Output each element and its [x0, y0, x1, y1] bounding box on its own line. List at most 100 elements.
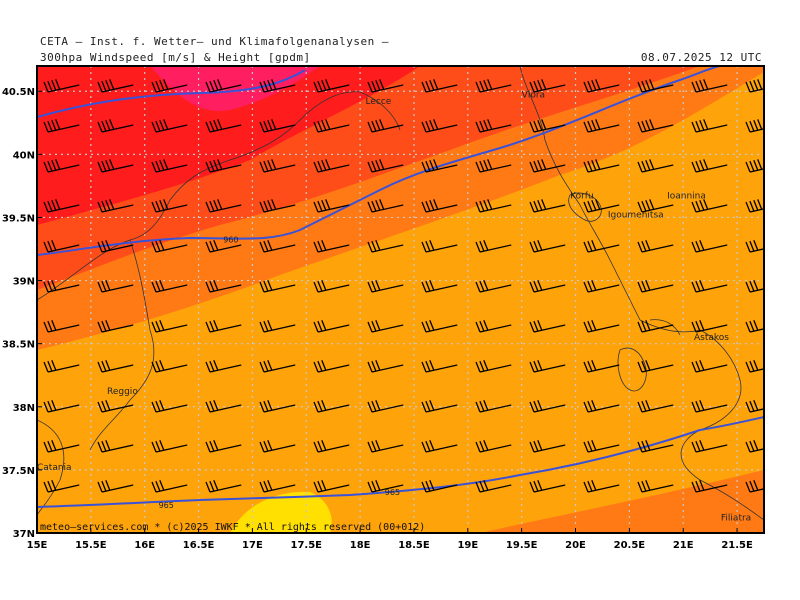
wind-barb [745, 199, 764, 213]
wind-barb [43, 440, 80, 453]
wind-barb [691, 440, 728, 453]
wind-barb [745, 119, 764, 133]
wind-barb [97, 79, 134, 93]
wind-barb [583, 400, 620, 413]
wind-barb [421, 79, 458, 93]
wind-barb [367, 480, 404, 493]
wind-barb [97, 400, 134, 413]
wind-barb [421, 360, 458, 373]
wind-barb [529, 240, 566, 253]
place-label: Ioannina [667, 192, 706, 202]
wind-barb [97, 240, 134, 253]
wind-barb [421, 480, 458, 493]
wind-barb [529, 199, 566, 213]
wind-barb [259, 400, 296, 413]
wind-barb [421, 240, 458, 253]
wind-barb [313, 280, 350, 293]
wind-barb [529, 440, 566, 453]
wind-barb [151, 159, 188, 173]
wind-barb [637, 280, 674, 293]
wind-barb [205, 119, 242, 133]
wind-barb [205, 280, 242, 293]
contour-labels: 960 965 965 [159, 236, 400, 510]
place-label: Lecce [365, 97, 391, 107]
copyright-footer: meteo—services.com * (c)2025 IWKF * All … [40, 522, 425, 533]
wind-barb [637, 79, 674, 93]
contour-label: 965 [159, 501, 174, 510]
y-tick-label: 37N [13, 529, 35, 540]
wind-barb [691, 360, 728, 373]
wind-barb [367, 159, 404, 173]
x-tick-label: 16E [134, 540, 155, 551]
y-tick-label: 39N [13, 277, 35, 288]
wind-barb [691, 480, 728, 493]
wind-barb [691, 119, 728, 133]
header-title: CETA — Inst. f. Wetter— und Klimafolgena… [40, 35, 390, 48]
wind-barb [529, 320, 566, 333]
x-tick-label: 15.5E [75, 540, 107, 551]
wind-barb [259, 119, 296, 133]
wind-barb [205, 159, 242, 173]
wind-barb [475, 159, 512, 173]
wind-barbs [43, 79, 764, 493]
x-tick-label: 20.5E [614, 540, 646, 551]
y-tick-label: 37.5N [2, 466, 35, 477]
wind-barb [529, 159, 566, 173]
x-tick-label: 18.5E [398, 540, 430, 551]
y-tick-label: 40N [13, 150, 35, 161]
wind-barb [205, 320, 242, 333]
wind-barb [97, 199, 134, 213]
wind-barb [259, 79, 296, 93]
wind-barb [97, 280, 134, 293]
wind-barb [475, 199, 512, 213]
wind-barb [151, 400, 188, 413]
wind-barb [205, 360, 242, 373]
map-frame [36, 65, 765, 534]
wind-barb [97, 119, 134, 133]
wind-barb [745, 159, 764, 173]
wind-barb [583, 360, 620, 373]
wind-barb [745, 480, 764, 493]
wind-barb [475, 480, 512, 493]
wind-barb [313, 440, 350, 453]
wind-barb [43, 320, 80, 333]
wind-barb [583, 440, 620, 453]
wind-barb [259, 440, 296, 453]
wind-barb [745, 400, 764, 413]
wind-barb [691, 240, 728, 253]
wind-barb [367, 119, 404, 133]
wind-barb [637, 480, 674, 493]
wind-barb [637, 119, 674, 133]
wind-barb [43, 79, 80, 93]
wind-barb [421, 199, 458, 213]
wind-barb [97, 440, 134, 453]
wind-barb [151, 440, 188, 453]
wind-barb [637, 320, 674, 333]
wind-barb [475, 400, 512, 413]
contour-label: 965 [385, 488, 400, 497]
wind-barb [367, 199, 404, 213]
wind-barb [151, 320, 188, 333]
map-plot-area [37, 66, 764, 533]
wind-barb [475, 440, 512, 453]
wind-barb [691, 320, 728, 333]
wind-barb [745, 240, 764, 253]
wind-barb [205, 240, 242, 253]
wind-barb [421, 280, 458, 293]
wind-barb [151, 480, 188, 493]
header-valid-time: 08.07.2025 12 UTC [640, 51, 762, 64]
wind-barb [151, 280, 188, 293]
wind-band-40 [37, 66, 420, 225]
place-label: Igoumenitsa [608, 210, 664, 220]
wind-barb [583, 159, 620, 173]
wind-barb [637, 199, 674, 213]
wind-barb [151, 360, 188, 373]
wind-barb [583, 240, 620, 253]
wind-barb [313, 480, 350, 493]
wind-barb [313, 240, 350, 253]
wind-barb [205, 79, 242, 93]
wind-barb [745, 440, 764, 453]
wind-barb [313, 79, 350, 93]
y-tick-label: 39.5N [2, 213, 35, 224]
